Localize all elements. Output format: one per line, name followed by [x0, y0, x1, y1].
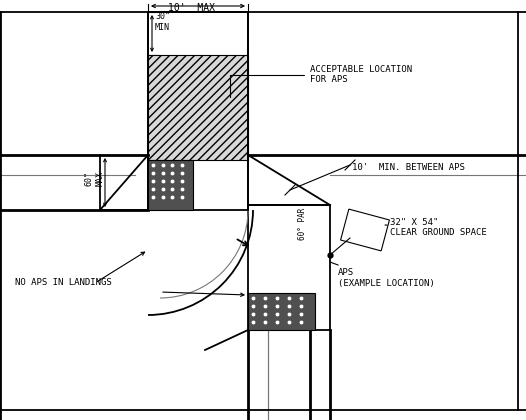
- Bar: [248, 205, 330, 330]
- Bar: [248, 293, 315, 330]
- Text: 60° PAR: 60° PAR: [298, 208, 307, 240]
- Text: 30"
MIN: 30" MIN: [155, 12, 170, 32]
- Text: 60"
MAX: 60" MAX: [85, 171, 105, 186]
- Bar: [148, 12, 248, 210]
- Polygon shape: [340, 209, 389, 251]
- Bar: [148, 12, 248, 210]
- Text: ACCEPTABLE LOCATION
FOR APS: ACCEPTABLE LOCATION FOR APS: [230, 65, 412, 97]
- Bar: [148, 55, 248, 160]
- Text: NO APS IN LANDINGS: NO APS IN LANDINGS: [15, 278, 112, 287]
- Text: 10'  MAX: 10' MAX: [168, 3, 215, 13]
- Text: APS
(EXAMPLE LOCATION): APS (EXAMPLE LOCATION): [338, 268, 435, 288]
- Text: 10'  MIN. BETWEEN APS: 10' MIN. BETWEEN APS: [352, 163, 465, 172]
- Bar: [148, 160, 193, 210]
- Text: 32" X 54"
CLEAR GROUND SPACE: 32" X 54" CLEAR GROUND SPACE: [385, 218, 487, 237]
